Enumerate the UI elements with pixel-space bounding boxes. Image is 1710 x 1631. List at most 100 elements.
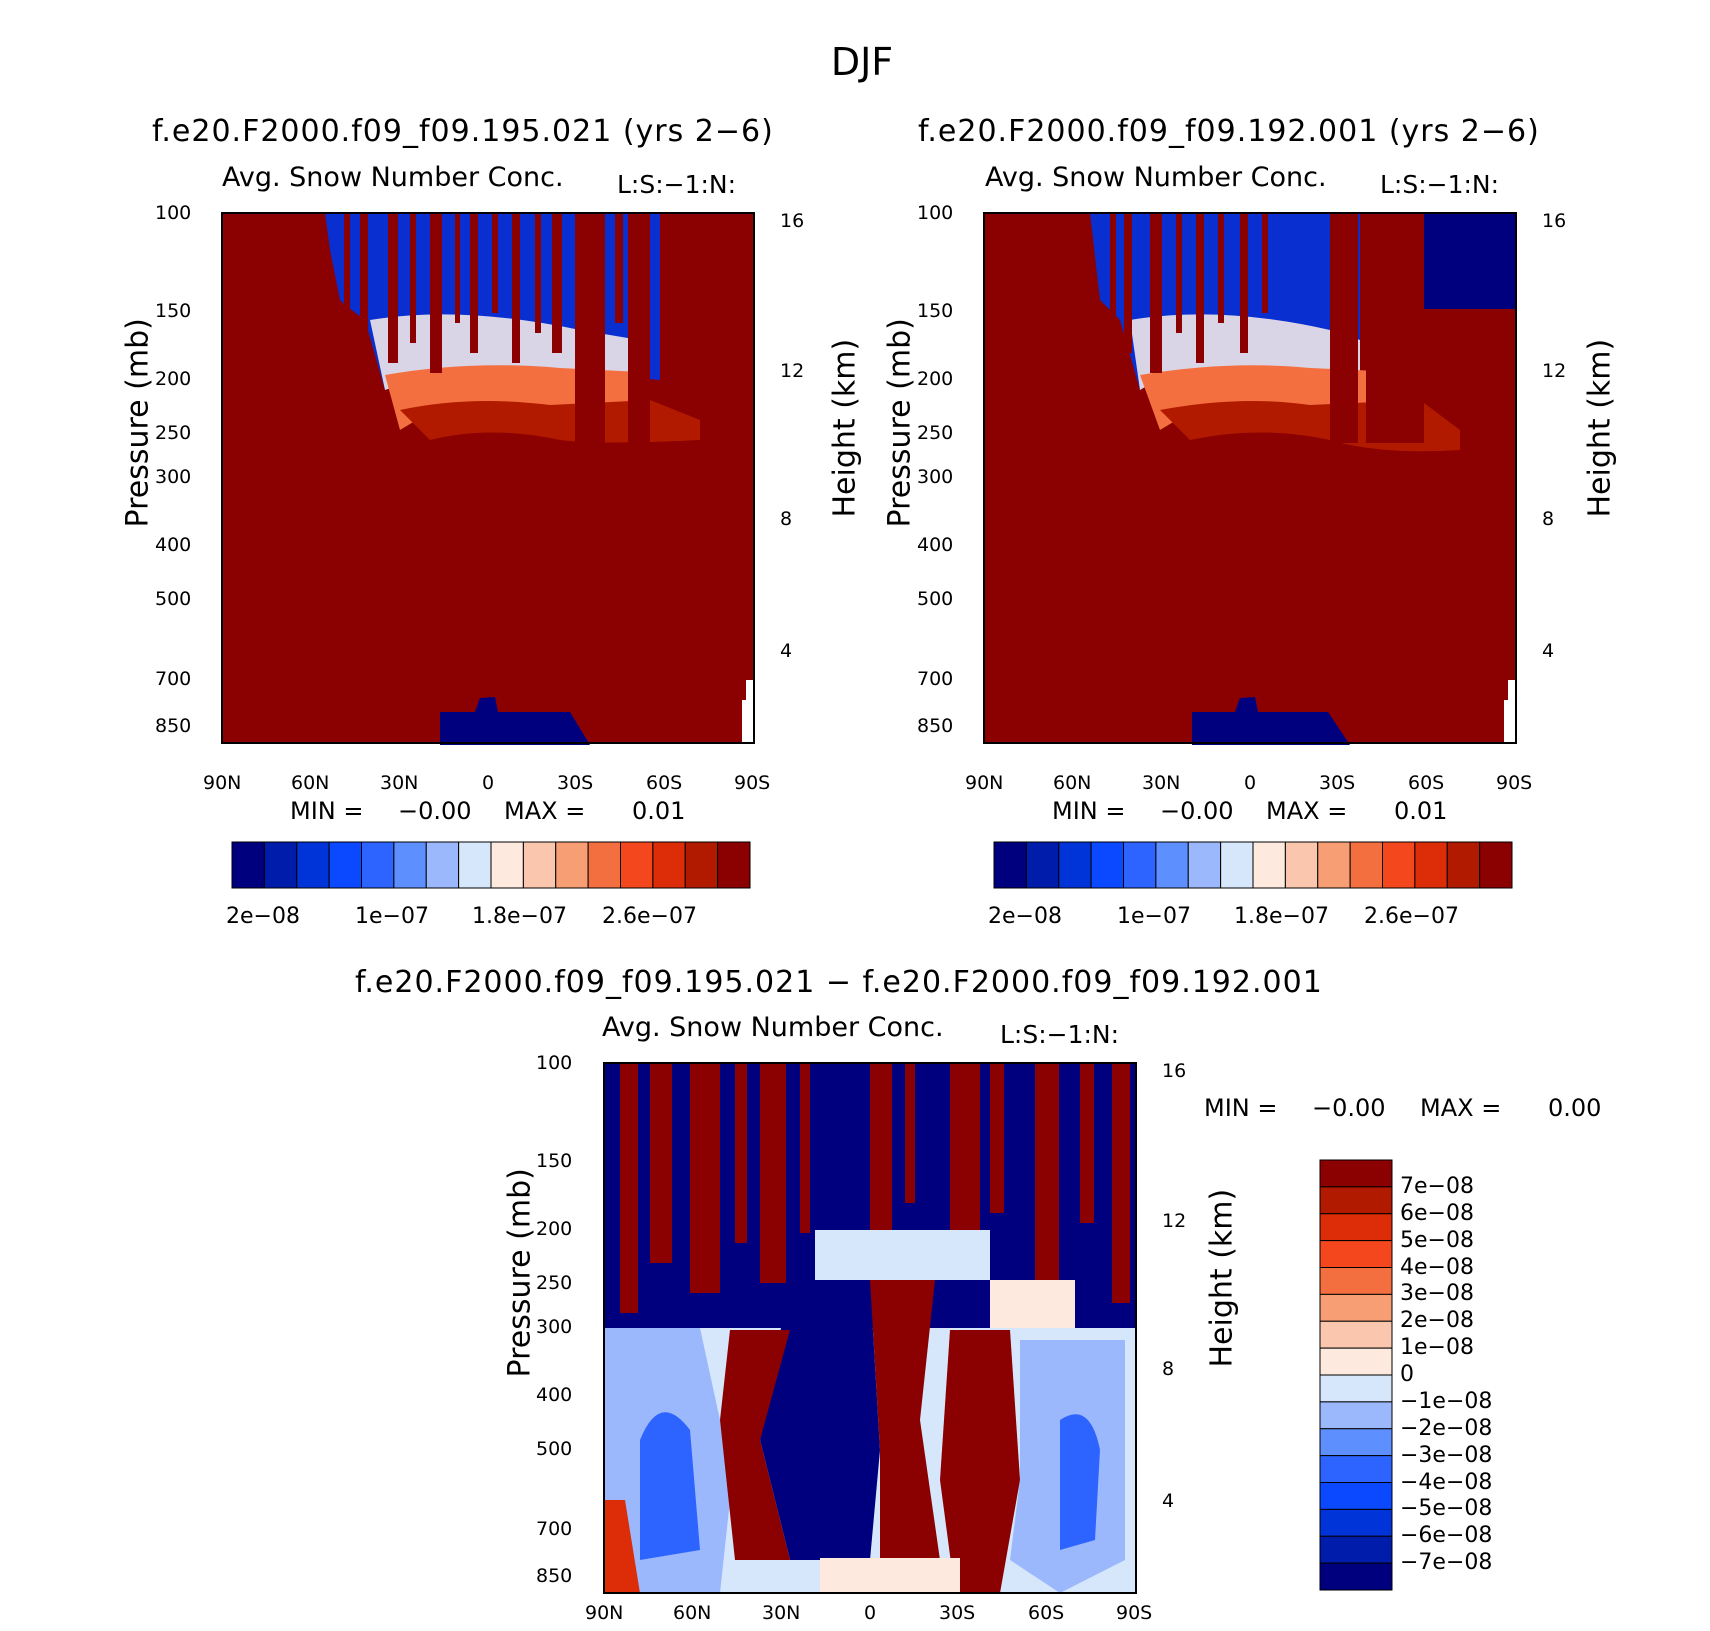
panel-3-colorbar-box	[1319, 1293, 1393, 1322]
p2-xtick-60n: 60N	[1053, 772, 1092, 794]
p3-min-label: MIN =	[1204, 1094, 1278, 1122]
p3-xtick-90s: 90S	[1116, 1602, 1153, 1624]
p2-xtick-30n: 30N	[1142, 772, 1181, 794]
p2-ytick-500: 500	[917, 588, 954, 610]
panel-2-title: f.e20.F2000.f09_f09.192.001 (yrs 2−6)	[918, 114, 1540, 149]
panel-2-colorbar-box	[993, 841, 1027, 889]
p1-xtick-30s: 30S	[557, 772, 594, 794]
p3-ytick-400: 400	[536, 1384, 573, 1406]
p1-cb-label-3: 1.8e−07	[472, 904, 567, 929]
panel-3-colorbar-box	[1319, 1320, 1393, 1349]
p2-cb-label-4: 2.6e−07	[1364, 904, 1459, 929]
panel-3-center-left-red-region	[720, 1330, 790, 1560]
p3-ytick-250: 250	[536, 1272, 573, 1294]
panel-3-colorbar-box	[1319, 1186, 1393, 1215]
p1-rtick-16: 16	[780, 210, 805, 232]
p2-rtick-12: 12	[1542, 360, 1567, 382]
p2-ytick-700: 700	[917, 668, 954, 690]
panel-1-colorbar-box	[231, 841, 265, 889]
p2-rtick-4: 4	[1542, 640, 1555, 662]
panel-2-colorbar-box	[1123, 841, 1157, 889]
panel-3-colorbar-box	[1319, 1535, 1393, 1564]
p1-ytick-200: 200	[155, 368, 192, 390]
p1-ytick-150: 150	[155, 300, 192, 322]
panel-3-colorbar-box	[1319, 1213, 1393, 1242]
p1-rtick-8: 8	[780, 508, 793, 530]
panel-1-colorbar-box	[652, 841, 686, 889]
panel-2-colorbar	[993, 841, 1513, 889]
panel-2-tag: L:S:−1:N:	[1380, 170, 1500, 199]
p3-cb-label: 3e−08	[1400, 1281, 1474, 1307]
p2-min-label: MIN =	[1052, 797, 1126, 825]
panel-1-tag: L:S:−1:N:	[617, 170, 737, 199]
p2-max-label: MAX =	[1266, 797, 1348, 825]
p1-ytick-250: 250	[155, 422, 192, 444]
p3-max-value: 0.00	[1548, 1094, 1602, 1122]
panel-1-colorbar-box	[620, 841, 654, 889]
panel-2-surface-blue-region	[1192, 697, 1350, 745]
panel-3-colorbar-box	[1319, 1428, 1393, 1457]
panel-3-colorbar-box	[1319, 1482, 1393, 1510]
p3-min-value: −0.00	[1312, 1094, 1386, 1122]
panel-1-red-streaks	[344, 213, 650, 443]
panel-3-colorbar-box	[1319, 1240, 1393, 1269]
p1-ytick-700: 700	[155, 668, 192, 690]
p3-cb-label: −5e−08	[1400, 1496, 1493, 1522]
panel-1-right-edge-notch	[742, 680, 754, 745]
p3-rtick-12: 12	[1162, 1210, 1187, 1232]
p2-ytick-150: 150	[917, 300, 954, 322]
p2-rtick-16: 16	[1542, 210, 1567, 232]
p3-ytick-150: 150	[536, 1150, 573, 1172]
panel-2-colorbar-box	[1284, 841, 1319, 889]
panel-2-right-edge-notch	[1504, 680, 1516, 745]
panel-2-upper-right-blue-block	[1424, 213, 1516, 309]
p1-cb-label-2: 1e−07	[355, 904, 429, 929]
p1-rtick-4: 4	[780, 640, 793, 662]
p2-ytick-300: 300	[917, 466, 954, 488]
panel-1-colorbar-box	[458, 841, 492, 889]
panel-1-frame	[221, 212, 755, 744]
panel-1-colorbar-box	[555, 841, 589, 889]
panel-1-colorbar-box	[587, 841, 622, 889]
p3-cb-label: 2e−08	[1400, 1308, 1474, 1334]
panel-1-colorbar	[231, 841, 751, 889]
p2-cb-label-1: 2e−08	[988, 904, 1062, 929]
panel-2-colorbar-box	[1349, 841, 1384, 889]
panel-3-colorbar-box	[1319, 1159, 1393, 1188]
panel-1-colorbar-box	[425, 841, 460, 889]
p3-ytick-300: 300	[536, 1316, 573, 1338]
p2-ytick-400: 400	[917, 534, 954, 556]
p3-cb-label: 1e−08	[1400, 1335, 1474, 1361]
p1-xtick-60s: 60S	[646, 772, 683, 794]
p2-min-value: −0.00	[1160, 797, 1234, 825]
p3-cb-label: −7e−08	[1400, 1550, 1493, 1576]
panel-2-colorbar-box	[1025, 841, 1060, 889]
p3-cb-label: 0	[1400, 1362, 1414, 1387]
p3-cb-label: 5e−08	[1400, 1227, 1474, 1253]
p3-cb-label: −3e−08	[1400, 1442, 1493, 1468]
panel-1-upper-red-band	[400, 400, 700, 443]
p2-xtick-90n: 90N	[965, 772, 1004, 794]
p2-ytick-850: 850	[917, 715, 954, 737]
panel-3-colorbar-box	[1319, 1455, 1393, 1484]
p2-ytick-100: 100	[917, 202, 954, 224]
p3-xtick-30s: 30S	[939, 1602, 976, 1624]
panel-3-surface-cream-band	[820, 1558, 960, 1593]
p3-rtick-8: 8	[1162, 1358, 1175, 1380]
p1-xtick-90s: 90S	[734, 772, 771, 794]
panel-3-colorbar-box	[1319, 1374, 1393, 1403]
p3-xtick-90n: 90N	[585, 1602, 624, 1624]
p2-cb-label-2: 1e−07	[1117, 904, 1191, 929]
panel-1-colorbar-box	[263, 841, 298, 889]
p3-ytick-850: 850	[536, 1565, 573, 1587]
p3-rtick-4: 4	[1162, 1490, 1175, 1512]
p1-xtick-90n: 90N	[203, 772, 242, 794]
p1-xtick-60n: 60N	[291, 772, 330, 794]
p3-xtick-0: 0	[864, 1602, 877, 1624]
p3-ytick-200: 200	[536, 1218, 573, 1240]
p3-cb-label: 7e−08	[1400, 1173, 1474, 1199]
panel-3-right-red-region	[940, 1330, 1020, 1593]
